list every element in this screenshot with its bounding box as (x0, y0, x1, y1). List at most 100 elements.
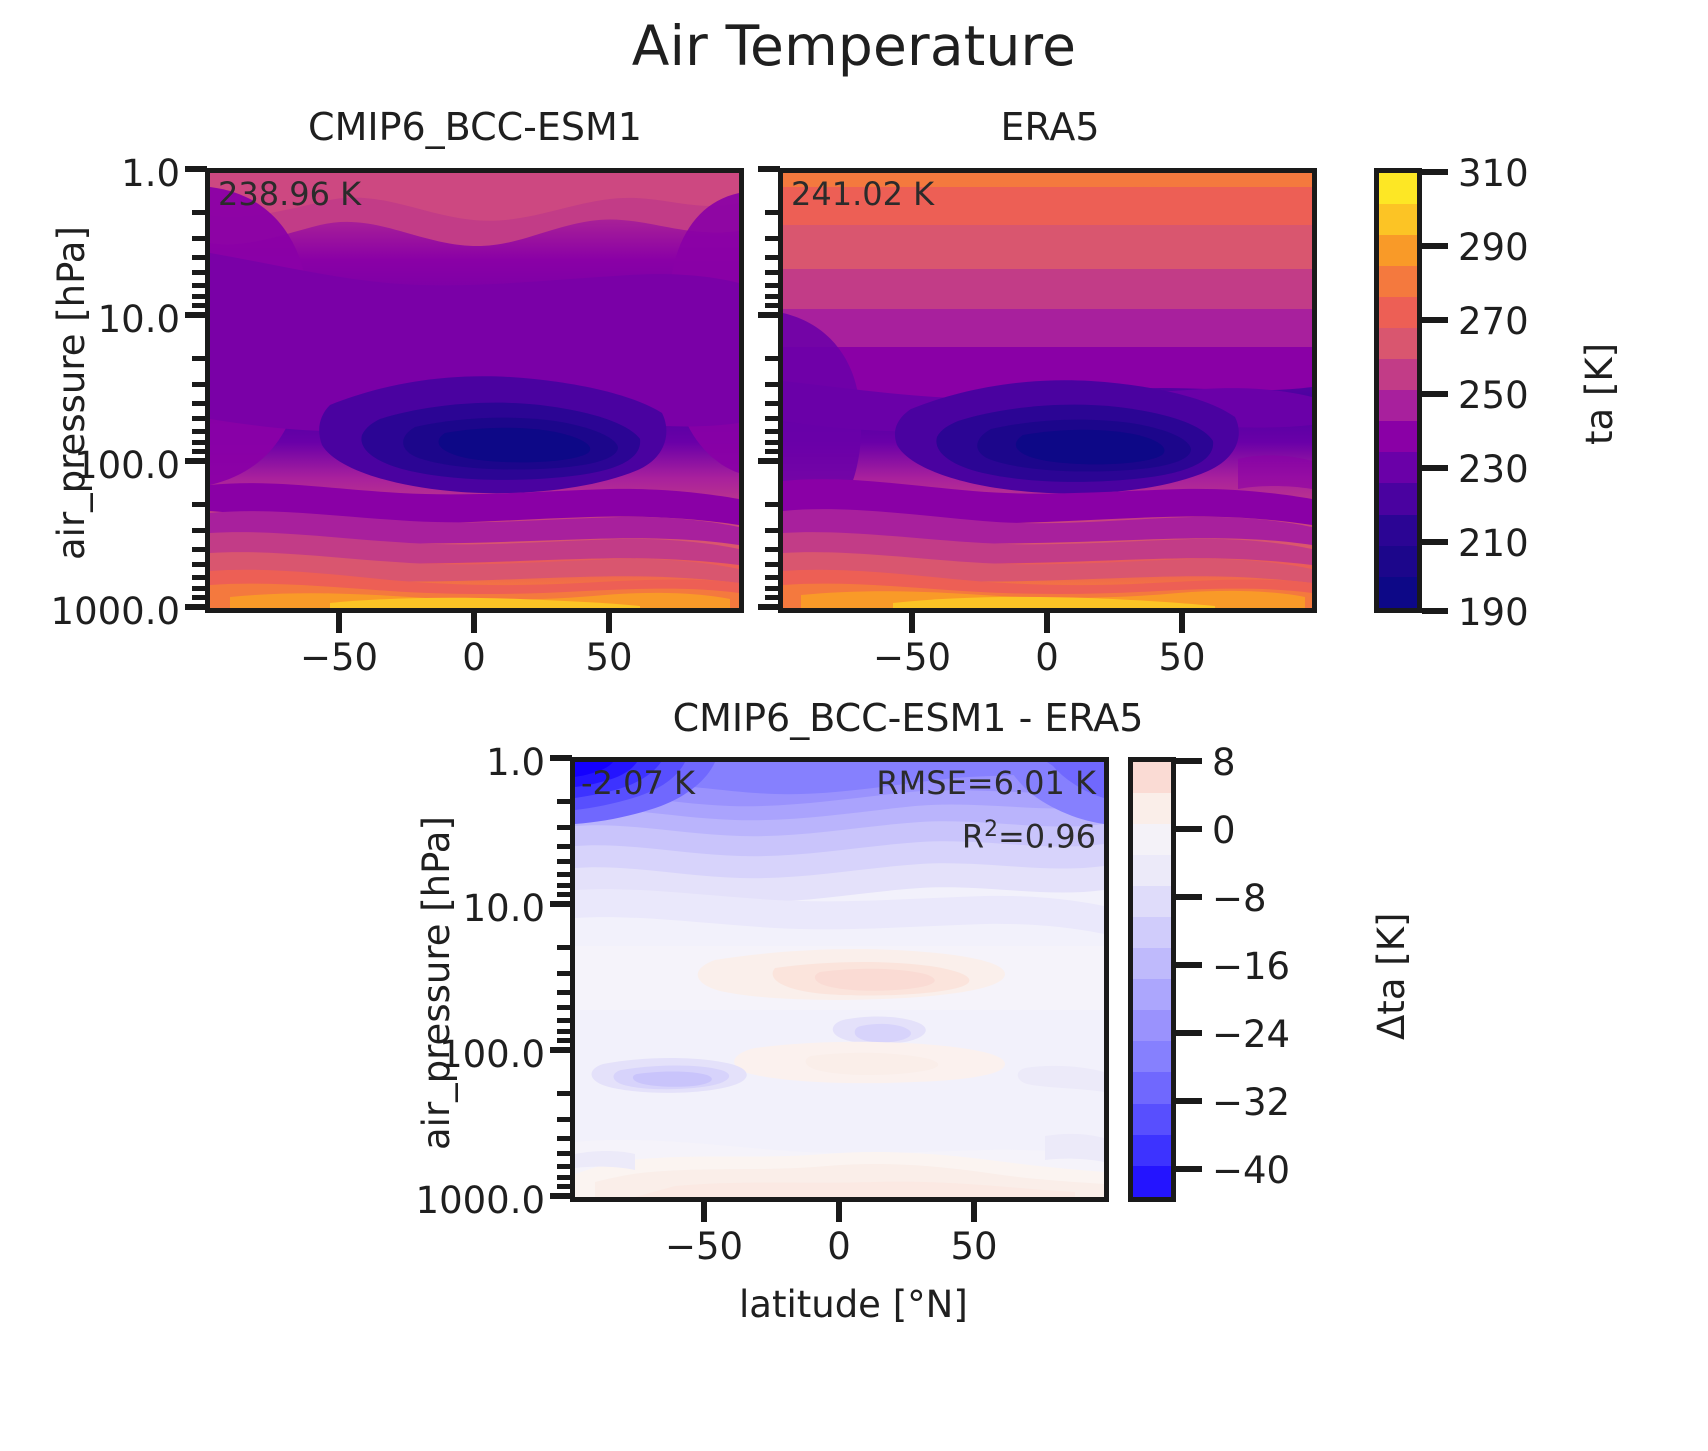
y-minor-tickmark-model (192, 502, 207, 507)
colorbar-difference-tickmark (1176, 962, 1202, 968)
y-minor-tickmark-difference (557, 883, 572, 888)
colorbar-main[interactable] (1374, 168, 1422, 613)
x-tickmark-difference (971, 1200, 977, 1222)
y-tick-difference-2: 10.0 (462, 887, 545, 930)
y-minor-tickmark-difference (557, 859, 572, 864)
y-minor-tickmark-model (192, 382, 207, 387)
colorbar-difference-tick-neg8: −8 (1212, 877, 1267, 920)
y-minor-tickmark-difference (557, 872, 572, 877)
colorbar-main-tickmark (1422, 169, 1448, 175)
x-tickmark-difference (836, 1200, 842, 1222)
x-tick-reference-3: 50 (1158, 636, 1206, 679)
y-minor-tickmark-reference (765, 210, 780, 215)
y-minor-tickmark-model (192, 595, 207, 600)
y-minor-tickmark-difference (557, 892, 572, 897)
y-tickmark-difference (550, 1047, 572, 1053)
colorbar-difference-tickmark (1176, 1030, 1202, 1036)
plot-area-difference[interactable]: -2.07 K RMSE=6.01 K R2=0.96 (570, 757, 1109, 1202)
y-minor-tickmark-difference (557, 1175, 572, 1180)
rmse-annotation: RMSE=6.01 K (876, 764, 1096, 802)
y-axis-label-model: air_pressure [hPa] (50, 226, 93, 560)
y-minor-tickmark-difference (557, 1117, 572, 1122)
y-minor-tickmark-reference (765, 294, 780, 299)
mean-annotation-model: 238.96 K (218, 175, 362, 213)
y-tickmark-reference (758, 166, 780, 172)
y-minor-tickmark-reference (765, 586, 780, 591)
y-minor-tickmark-difference (557, 1164, 572, 1169)
y-minor-tickmark-model (192, 294, 207, 299)
x-tickmark-model (336, 611, 342, 633)
y-minor-tickmark-difference (557, 1136, 572, 1141)
y-minor-tickmark-reference (765, 303, 780, 308)
x-tick-reference-1: −50 (872, 636, 952, 679)
y-minor-tickmark-model (192, 562, 207, 567)
x-tick-reference-2: 0 (1035, 636, 1059, 679)
x-tick-model-2: 0 (462, 636, 486, 679)
colorbar-main-tickmark (1422, 391, 1448, 397)
y-minor-tickmark-difference (557, 1029, 572, 1034)
y-minor-tickmark-reference (765, 562, 780, 567)
plot-area-model[interactable]: 238.96 K (205, 168, 744, 613)
x-tick-difference-3: 50 (950, 1225, 998, 1268)
y-minor-tickmark-difference (557, 844, 572, 849)
colorbar-main-tick-310: 310 (1458, 152, 1529, 195)
colorbar-difference-tick-neg32: −32 (1212, 1081, 1291, 1124)
colorbar-difference-tickmark (1176, 1098, 1202, 1104)
r2-exponent: 2 (984, 817, 998, 842)
y-minor-tickmark-model (192, 547, 207, 552)
y-minor-tickmark-reference (765, 382, 780, 387)
y-minor-tickmark-model (192, 416, 207, 421)
y-minor-tickmark-model (192, 586, 207, 591)
y-minor-tickmark-model (192, 356, 207, 361)
plot-area-reference[interactable]: 241.02 K (778, 168, 1317, 613)
y-minor-tickmark-model (192, 440, 207, 445)
y-tickmark-reference (758, 312, 780, 318)
x-tickmark-reference (909, 611, 915, 633)
colorbar-main-tickmark (1422, 317, 1448, 323)
colorbar-difference[interactable] (1128, 757, 1176, 1202)
y-minor-tickmark-reference (765, 547, 780, 552)
y-minor-tickmark-difference (557, 971, 572, 976)
colorbar-difference-tickmark (1176, 1166, 1202, 1172)
y-minor-tickmark-difference (557, 1005, 572, 1010)
colorbar-main-tick-190: 190 (1458, 591, 1529, 634)
colorbar-difference-tick-neg24: −24 (1212, 1013, 1291, 1056)
y-minor-tickmark-reference (765, 255, 780, 260)
y-tick-model-3: 100.0 (74, 444, 180, 487)
x-tickmark-reference (1044, 611, 1050, 633)
y-minor-tickmark-model (192, 401, 207, 406)
colorbar-main-tickmark (1422, 539, 1448, 545)
y-minor-tickmark-difference (557, 990, 572, 995)
y-tickmark-model (185, 166, 207, 172)
r2-prefix: R (961, 817, 985, 856)
panel-title-model: CMIP6_BCC-ESM1 (308, 105, 642, 149)
x-tick-difference-2: 0 (827, 1225, 851, 1268)
x-tick-model-3: 50 (585, 636, 633, 679)
y-tick-model-4: 1000.0 (50, 590, 180, 633)
x-tick-model-1: −50 (299, 636, 379, 679)
y-minor-tickmark-reference (765, 440, 780, 445)
y-minor-tickmark-model (192, 236, 207, 241)
y-tickmark-model (185, 604, 207, 610)
x-tick-difference-1: −50 (664, 1225, 744, 1268)
y-tickmark-reference (758, 604, 780, 610)
y-minor-tickmark-model (192, 528, 207, 533)
y-minor-tickmark-difference (557, 799, 572, 804)
y-tick-model-2: 10.0 (97, 298, 180, 341)
colorbar-main-tick-290: 290 (1458, 226, 1529, 269)
colorbar-difference-tick-neg40: −40 (1212, 1149, 1291, 1192)
y-tickmark-difference (550, 901, 572, 907)
x-axis-label-difference: latitude [°N] (739, 1283, 968, 1326)
y-minor-tickmark-difference (557, 1018, 572, 1023)
y-minor-tickmark-model (192, 270, 207, 275)
colorbar-main-label: ta [K] (1578, 342, 1621, 445)
y-minor-tickmark-reference (765, 595, 780, 600)
colorbar-difference-tickmark (1176, 826, 1202, 832)
mean-annotation-difference: -2.07 K (581, 764, 695, 802)
y-minor-tickmark-model (192, 210, 207, 215)
y-minor-tickmark-difference (557, 825, 572, 830)
y-minor-tickmark-model (192, 283, 207, 288)
mean-annotation-reference: 241.02 K (791, 175, 935, 213)
y-minor-tickmark-reference (765, 528, 780, 533)
y-minor-tickmark-difference (557, 1151, 572, 1156)
